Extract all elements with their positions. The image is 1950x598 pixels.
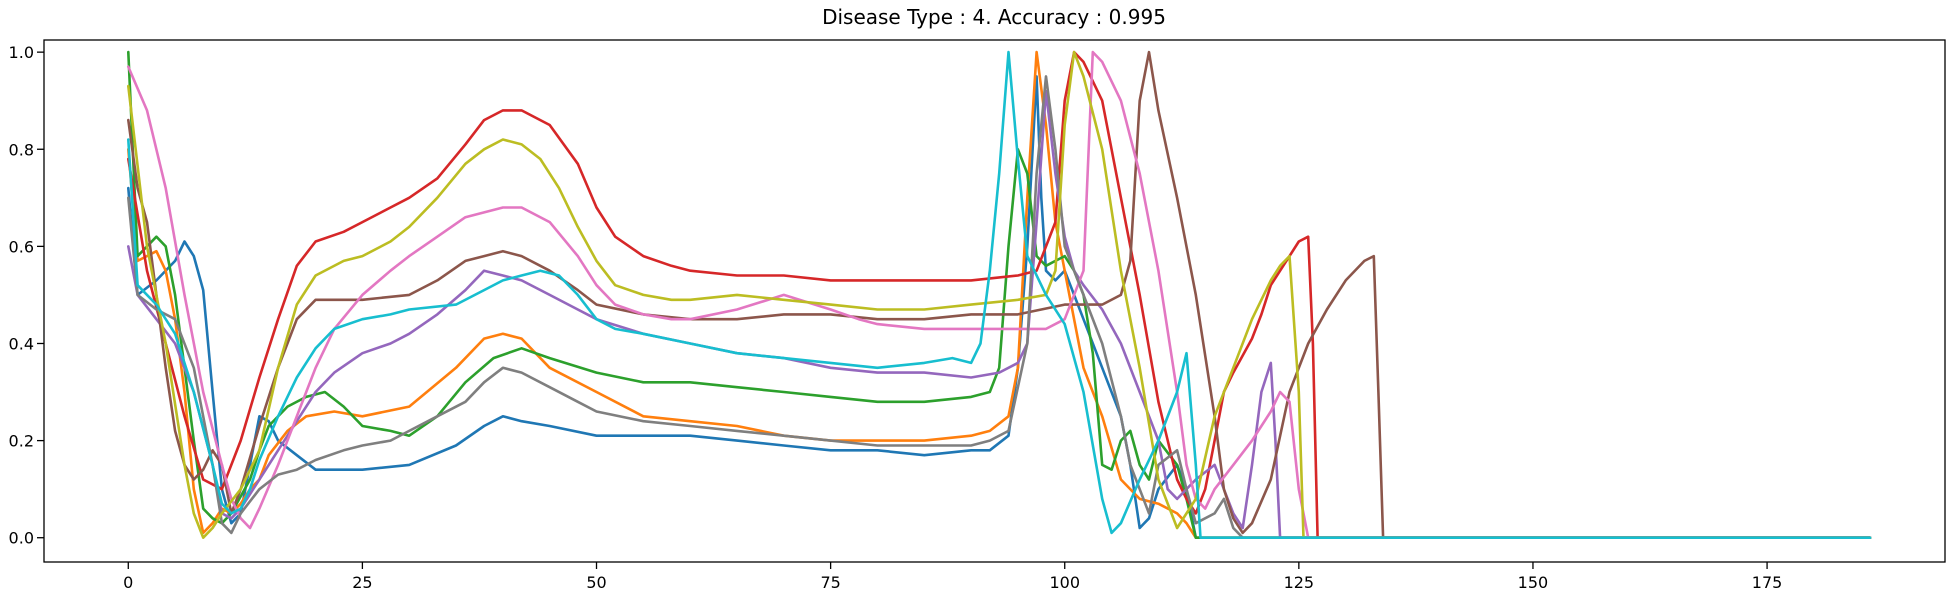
y-tick-label: 0.6	[9, 237, 34, 256]
x-tick-label: 150	[1518, 573, 1549, 592]
series-line-3	[127, 50, 1872, 540]
y-tick-label: 0.2	[9, 432, 34, 451]
series-line-6	[127, 50, 1872, 540]
series-line-7	[127, 50, 1872, 540]
y-tick-label: 0.8	[9, 140, 34, 159]
chart-title: Disease Type : 4. Accuracy : 0.995	[822, 5, 1166, 29]
x-tick-label: 125	[1284, 573, 1315, 592]
plot-frame	[43, 39, 1946, 563]
x-tick-label: 175	[1752, 573, 1783, 592]
y-tick-label: 0.0	[9, 529, 34, 548]
axes: 0 25 50 75 100 125 150 175 0.0 0.2 0.4 0.6 0.8 1.0	[9, 39, 1946, 592]
x-tick-label: 50	[586, 573, 606, 592]
y-tick-label: 0.4	[9, 334, 34, 353]
x-tick-label: 0	[123, 573, 133, 592]
series-line-8	[127, 75, 1872, 540]
x-tick-label: 75	[820, 573, 840, 592]
x-tick-label: 25	[352, 573, 372, 592]
y-tick-label: 1.0	[9, 43, 34, 62]
plot-area	[127, 50, 1872, 540]
x-tick-label: 100	[1049, 573, 1080, 592]
series-line-4	[127, 50, 1872, 540]
series-line-10	[127, 50, 1872, 540]
series-line-2	[127, 50, 1872, 540]
series-line-1	[127, 75, 1872, 540]
series-line-9	[127, 50, 1872, 540]
